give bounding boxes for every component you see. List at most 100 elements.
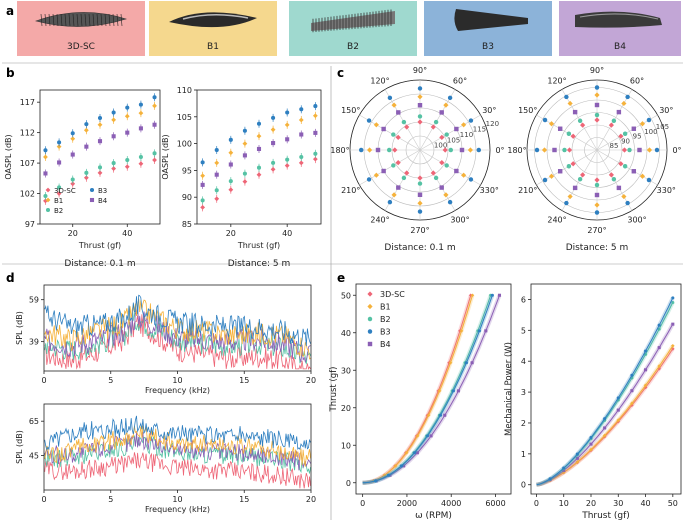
data-point-3d-sc bbox=[97, 170, 103, 176]
legend-label: B2 bbox=[380, 315, 391, 324]
y-tick-label: 2 bbox=[521, 419, 526, 428]
legend-label: B1 bbox=[380, 303, 391, 312]
radial-tick-label: 110 bbox=[460, 131, 473, 139]
polar-point-b3 bbox=[564, 94, 569, 100]
angle-label: 150° bbox=[341, 106, 360, 115]
fit-line-b3 bbox=[536, 297, 674, 486]
data-point-b3 bbox=[111, 110, 116, 115]
data-point-b4 bbox=[242, 153, 247, 158]
data-point-b3 bbox=[400, 464, 404, 468]
data-point-b2 bbox=[43, 193, 48, 199]
data-point-b4 bbox=[456, 389, 460, 393]
legend-marker-b1 bbox=[45, 197, 51, 203]
data-point-3d-sc bbox=[200, 204, 206, 210]
y-axis-label: Thrust (gf) bbox=[329, 367, 339, 413]
polar-point-3d-sc bbox=[594, 177, 600, 183]
data-point-b3 bbox=[285, 110, 290, 115]
x-tick-label: 10 bbox=[172, 495, 182, 504]
data-point-b4 bbox=[603, 426, 607, 430]
data-point-b4 bbox=[111, 134, 116, 139]
data-point-b3 bbox=[548, 477, 552, 481]
polar-point-b1 bbox=[548, 173, 555, 179]
polar-point-3d-sc bbox=[442, 147, 448, 153]
data-point-b3 bbox=[43, 148, 48, 153]
data-point-b1 bbox=[657, 364, 661, 368]
data-point-b3 bbox=[603, 417, 607, 421]
power-vs-thrust-chart: 0 10 20 30 40 50 0 1 2 3 4 5 6 Thrust (gf) Mechanical … bbox=[504, 283, 682, 521]
data-point-b4 bbox=[70, 152, 75, 157]
polar-point-3d-sc bbox=[580, 172, 586, 178]
smooth-blade-icon bbox=[169, 12, 257, 28]
polar-point-b2 bbox=[627, 147, 632, 153]
polar-point-b4 bbox=[631, 126, 637, 131]
data-point-b3 bbox=[299, 107, 304, 112]
polar-point-b4 bbox=[454, 168, 459, 174]
polar-point-b1 bbox=[373, 172, 379, 178]
data-point-3d-sc bbox=[298, 160, 304, 166]
legend-marker-b4 bbox=[89, 197, 95, 203]
data-point-3d-sc bbox=[70, 181, 76, 187]
polar-point-b1 bbox=[417, 200, 423, 206]
data-point-b2 bbox=[644, 352, 648, 356]
legend-marker-3d-sc bbox=[45, 187, 51, 193]
data-point-b1 bbox=[97, 122, 103, 128]
plot-frame bbox=[196, 89, 322, 225]
data-point-b3 bbox=[138, 102, 143, 107]
angle-label: 330° bbox=[480, 186, 499, 195]
data-point-b4 bbox=[562, 468, 566, 472]
y-tick-label: 107 bbox=[20, 159, 35, 168]
data-point-b3 bbox=[152, 95, 157, 100]
polar-point-3d-sc bbox=[580, 122, 586, 128]
polar-point-b3 bbox=[447, 199, 453, 205]
data-point-b4 bbox=[671, 322, 675, 326]
polar-point-b1 bbox=[567, 193, 573, 200]
polar-point-b4 bbox=[637, 147, 642, 153]
data-point-3d-sc bbox=[56, 191, 62, 196]
x-tick-label: 4000 bbox=[441, 499, 461, 508]
polar-point-3d-sc bbox=[395, 134, 401, 140]
data-point-b2 bbox=[200, 198, 205, 203]
polar-point-b2 bbox=[566, 131, 572, 136]
data-point-b3 bbox=[84, 122, 89, 127]
data-point-b4 bbox=[256, 146, 262, 151]
data-point-b4 bbox=[84, 144, 89, 149]
x-tick-label: 50 bbox=[668, 499, 678, 508]
data-point-b2 bbox=[84, 170, 89, 175]
panel-a: 3D-SC B1 B2 B3 B4 bbox=[17, 1, 681, 56]
data-point-b1 bbox=[284, 122, 290, 128]
data-point-b3 bbox=[413, 451, 417, 455]
data-point-3d-sc bbox=[284, 163, 290, 168]
x-tick-label: 5 bbox=[108, 376, 113, 385]
data-point-b1 bbox=[575, 460, 580, 464]
polar-point-b2 bbox=[448, 147, 454, 153]
data-point-b2 bbox=[256, 165, 262, 170]
angle-label: 240° bbox=[370, 215, 389, 224]
data-point-b4 bbox=[402, 464, 406, 468]
data-point-3d-sc bbox=[228, 187, 234, 193]
chart-oaspl-5m: 20 40 85 90 95 100 105 110 Thrust (gf) OASPL (dB)… bbox=[161, 86, 322, 269]
polar-point-b3 bbox=[417, 209, 423, 214]
data-point-b4 bbox=[43, 171, 48, 176]
polar-point-b4 bbox=[396, 110, 401, 115]
polar-point-b1 bbox=[639, 121, 646, 127]
spectrum-chart-bottom: 0 5 10 15 20 45 65 Frequency (kHz) SPL (dB) bbox=[15, 403, 316, 514]
data-point-b1 bbox=[256, 133, 262, 139]
data-point-b3 bbox=[477, 329, 481, 333]
data-point-b1 bbox=[124, 113, 130, 119]
data-point-b3 bbox=[575, 452, 579, 456]
data-point-b2 bbox=[152, 151, 157, 156]
x-tick-label: 20 bbox=[226, 229, 236, 238]
y-tick-label: 102 bbox=[20, 190, 35, 199]
x-tick-label: 10 bbox=[172, 376, 182, 385]
x-tick-label: 0 bbox=[41, 376, 46, 385]
serrated-blade-icon bbox=[311, 9, 395, 33]
y-tick-label: 40 bbox=[341, 329, 351, 338]
polar-point-b3 bbox=[358, 147, 364, 153]
polar-point-3d-sc bbox=[608, 172, 614, 178]
data-point-b1 bbox=[393, 464, 398, 468]
y-tick-label: 110 bbox=[177, 86, 192, 95]
x-axis-label: Thrust (gf) bbox=[78, 241, 121, 250]
polar-point-b1 bbox=[443, 192, 449, 198]
data-point-b4 bbox=[644, 368, 648, 372]
